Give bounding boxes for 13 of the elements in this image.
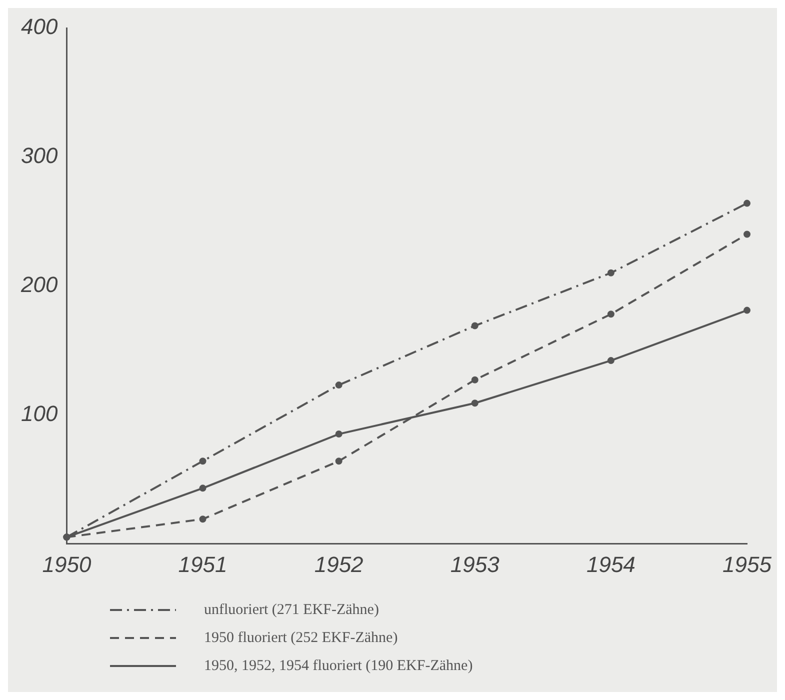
x-tick-label: 1955 — [722, 552, 772, 577]
y-tick-label: 300 — [20, 143, 58, 168]
legend-label: unfluoriert (271 EKF-Zähne) — [204, 602, 379, 618]
x-tick-label: 1953 — [450, 552, 500, 577]
y-tick-label: 100 — [20, 400, 58, 426]
legend-label: 1950, 1952, 1954 fluoriert (190 EKF-Zähne) — [204, 658, 473, 674]
x-tick-label: 1951 — [178, 552, 228, 577]
y-tick-label: 400 — [20, 14, 58, 40]
x-tick-label: 1954 — [586, 552, 636, 577]
legend-label: 1950 fluoriert (252 EKF-Zähne) — [204, 630, 398, 646]
x-tick-label: 1952 — [314, 552, 364, 577]
y-tick-label: 200 — [20, 272, 58, 297]
x-tick-label: 1950 — [42, 552, 92, 577]
